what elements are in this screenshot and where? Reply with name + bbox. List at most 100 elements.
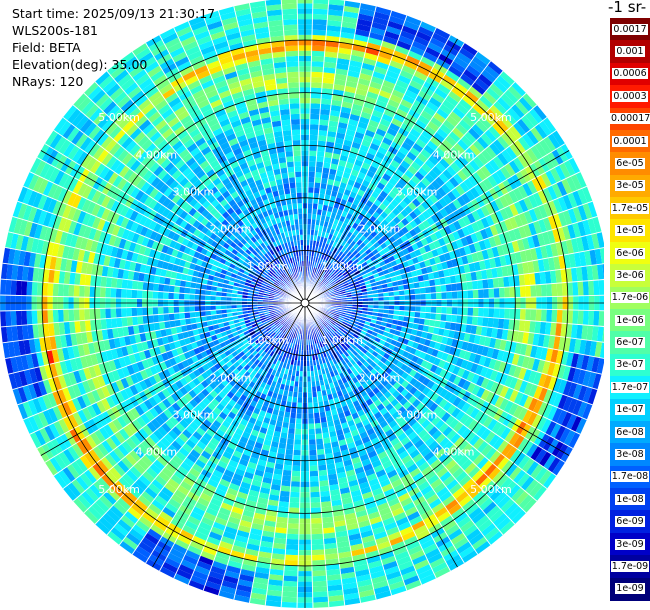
range-bin	[401, 423, 411, 433]
range-bin	[357, 189, 366, 197]
range-bin	[250, 341, 257, 348]
range-bin	[392, 50, 408, 61]
range-bin	[310, 376, 316, 382]
range-bin	[292, 460, 301, 466]
range-bin	[91, 502, 106, 517]
range-bin	[445, 353, 454, 364]
range-bin	[368, 432, 378, 441]
range-bin	[491, 470, 505, 484]
range-bin	[443, 390, 453, 402]
range-bin	[265, 595, 282, 602]
range-bin	[511, 81, 527, 97]
range-bin	[526, 148, 539, 163]
range-bin	[572, 206, 583, 223]
range-bin	[533, 371, 542, 386]
range-bin	[458, 349, 467, 360]
range-bin	[332, 267, 338, 273]
range-bin	[422, 543, 438, 555]
range-bin	[359, 258, 366, 265]
range-bin	[275, 522, 288, 529]
range-bin	[398, 315, 405, 322]
range-bin	[387, 286, 394, 292]
range-bin	[167, 478, 180, 490]
range-bin	[281, 601, 298, 608]
range-bin	[352, 499, 365, 508]
range-bin	[376, 181, 386, 191]
range-bin	[365, 445, 376, 454]
range-bin	[403, 60, 419, 71]
range-bin	[581, 354, 590, 371]
range-bin	[454, 274, 462, 284]
range-bin	[418, 60, 433, 72]
range-bin	[387, 164, 398, 173]
range-bin	[102, 512, 118, 527]
range-bin	[522, 93, 537, 109]
range-bin	[228, 555, 244, 564]
range-bin	[512, 469, 527, 484]
range-bin	[345, 265, 351, 271]
range-bin	[212, 560, 228, 571]
range-bin	[181, 359, 190, 369]
range-bin	[340, 422, 349, 430]
range-bin	[373, 133, 385, 142]
range-bin	[129, 449, 141, 463]
range-bin	[496, 516, 512, 531]
range-bin	[494, 210, 505, 223]
range-bin	[109, 505, 124, 519]
range-bin	[275, 458, 285, 465]
range-bin	[57, 374, 68, 389]
range-bin	[429, 232, 438, 242]
range-bin	[23, 369, 33, 386]
range-bin	[373, 104, 386, 114]
range-bin	[342, 280, 348, 285]
range-bin	[511, 353, 520, 366]
range-bin	[274, 532, 287, 539]
range-bin	[239, 418, 249, 427]
range-bin	[421, 432, 432, 443]
range-bin	[438, 422, 449, 434]
range-bin	[185, 402, 195, 412]
range-bin	[586, 265, 594, 281]
range-bin	[494, 371, 504, 384]
range-bin	[421, 200, 431, 211]
range-bin	[577, 281, 584, 296]
range-bin	[324, 447, 333, 455]
range-bin	[283, 411, 291, 418]
range-bin	[278, 501, 290, 508]
range-bin	[326, 184, 334, 191]
range-bin	[94, 429, 106, 443]
range-bin	[378, 545, 393, 556]
range-bin	[34, 366, 43, 383]
range-bin	[414, 119, 428, 130]
range-bin	[495, 118, 509, 133]
range-bin	[163, 433, 175, 445]
range-bin	[352, 434, 362, 442]
range-bin	[392, 285, 399, 292]
range-bin	[430, 478, 443, 490]
range-bin	[85, 434, 97, 449]
range-bin	[431, 165, 443, 177]
range-bin	[384, 428, 395, 438]
range-bin	[243, 364, 251, 371]
range-bin	[257, 340, 263, 347]
range-bin	[252, 517, 265, 526]
range-bin	[172, 333, 179, 342]
range-bin	[534, 448, 548, 464]
range-bin	[417, 274, 424, 282]
range-bin	[347, 528, 361, 536]
range-bin	[253, 512, 266, 521]
range-bin	[345, 184, 354, 192]
range-bin	[486, 247, 495, 259]
range-bin	[246, 494, 259, 503]
range-bin	[420, 177, 431, 188]
range-bin	[270, 484, 281, 491]
range-bin	[577, 188, 588, 205]
range-bin	[445, 95, 459, 107]
range-bin	[284, 559, 299, 566]
range-bin	[368, 477, 380, 487]
range-bin	[130, 502, 145, 516]
range-bin	[167, 366, 176, 376]
range-bin	[457, 439, 469, 452]
range-bin	[100, 456, 114, 471]
range-bin	[364, 96, 377, 105]
